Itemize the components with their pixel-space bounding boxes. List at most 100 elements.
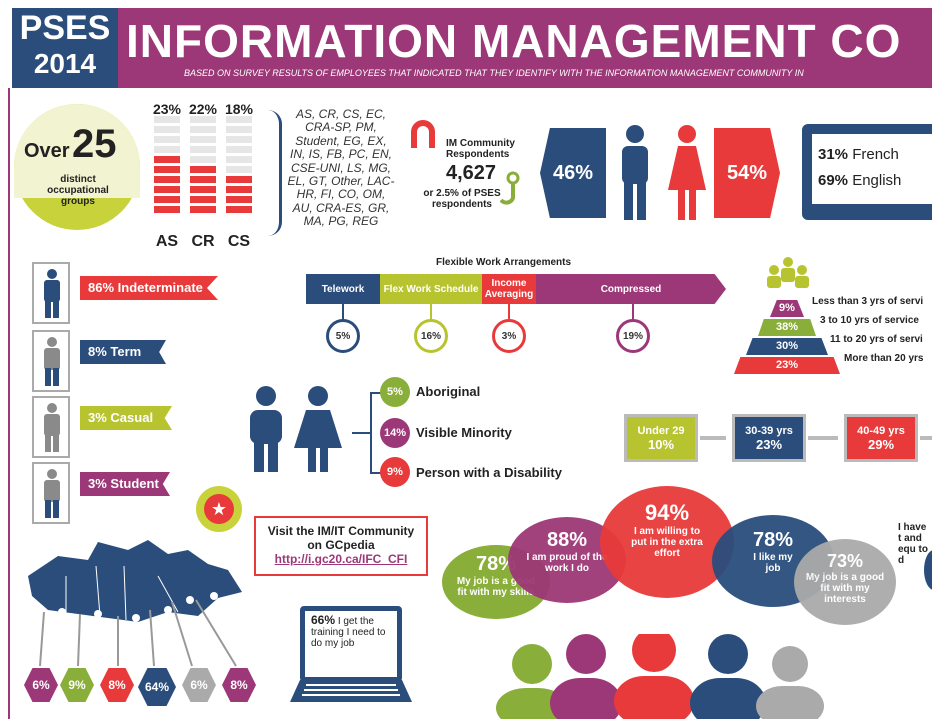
classification-brace xyxy=(268,110,282,236)
pses-label: PSES xyxy=(19,9,111,47)
magnet-icon xyxy=(406,118,440,152)
bar-segment-cr xyxy=(190,136,216,143)
tenure-figure-2 xyxy=(32,330,70,392)
outer-border xyxy=(8,88,932,719)
bar-label-as: 23% xyxy=(153,101,182,117)
bar-segment-as xyxy=(154,136,180,143)
fwa-flex: Flex Work Schedule xyxy=(380,274,482,304)
groups-text: distinct occupational groups xyxy=(47,174,109,207)
bar-segment-cs xyxy=(226,186,252,193)
bar-segment-cr xyxy=(190,166,216,173)
bubble-interests: 73% My job is a good fit with my interes… xyxy=(794,539,896,625)
service-label-2: 3 to 10 yrs of service xyxy=(820,315,919,326)
bar-segment-cs xyxy=(226,126,252,133)
bar-segment-cs xyxy=(226,146,252,153)
groups-number: 25 xyxy=(72,122,117,166)
male-icon xyxy=(622,125,648,220)
bar-segment-cs xyxy=(226,136,252,143)
laptop-keyboard xyxy=(290,680,412,702)
region-2: 9% xyxy=(60,668,94,702)
bar-category-cr: CR xyxy=(191,233,215,250)
respondents-count: 4,627 xyxy=(446,162,497,184)
bar-segment-as xyxy=(154,156,180,163)
fwa-compressed: Compressed xyxy=(536,274,726,304)
fwa-title: Flexible Work Arrangements xyxy=(436,257,572,268)
bar-category-cs: CS xyxy=(228,233,251,250)
tenure-figure-3 xyxy=(32,396,70,458)
pses-badge: PSES 2014 xyxy=(12,8,118,88)
bar-category-as: AS xyxy=(156,233,179,250)
gcpedia-box: Visit the IM/IT Community on GCpedia htt… xyxy=(254,516,428,576)
tenure-casual: 3% Casual xyxy=(80,406,172,430)
tenure-figure-4 xyxy=(32,462,70,524)
page-subtitle: BASED ON SURVEY RESULTS OF EMPLOYEES THA… xyxy=(184,68,804,78)
bar-segment-cr xyxy=(190,126,216,133)
page-title: INFORMATION MANAGEMENT CO xyxy=(126,15,902,67)
region-1: 6% xyxy=(24,668,58,702)
diversity-disability-pct: 9% xyxy=(380,457,410,487)
diversity-disability-label: Person with a Disability xyxy=(416,465,562,480)
bar-segment-cr xyxy=(190,116,216,123)
age-30-39: 30-39 yrs 23% xyxy=(732,414,806,462)
fwa-income-pct: 3% xyxy=(492,319,526,353)
bar-segment-as xyxy=(154,186,180,193)
bar-segment-as xyxy=(154,126,180,133)
bar-segment-cr xyxy=(190,206,216,213)
couple-icon xyxy=(250,386,342,472)
groups-circle: Over 25 distinct occupational groups xyxy=(14,104,140,230)
service-label-1: Less than 3 yrs of servi xyxy=(812,296,924,307)
language-monitor: 31% French 69% English xyxy=(802,124,932,220)
service-label-4: More than 20 yrs xyxy=(844,353,924,364)
year-label: 2014 xyxy=(33,48,97,79)
cut-text: I have t and equ to d xyxy=(898,522,928,566)
diversity-minority-pct: 14% xyxy=(380,418,410,448)
service-bar-4: 23% xyxy=(734,357,840,374)
tenure-figure-1 xyxy=(32,262,70,324)
female-pct-value: 54% xyxy=(726,161,768,184)
bar-segment-cs xyxy=(226,176,252,183)
bar-segment-cs xyxy=(226,116,252,123)
bar-segment-cs xyxy=(226,166,252,173)
canada-map xyxy=(28,540,242,622)
bar-label-cr: 22% xyxy=(189,101,218,117)
region-3: 8% xyxy=(100,668,134,702)
gcpedia-line2: on GCpedia xyxy=(307,538,375,552)
bar-segment-cr xyxy=(190,156,216,163)
training-pct: 66% xyxy=(311,613,336,627)
male-pct-value: 46% xyxy=(552,161,594,184)
english-pct: 69% xyxy=(818,172,849,189)
fwa-telework-pct: 5% xyxy=(326,319,360,353)
diversity-aboriginal-label: Aboriginal xyxy=(416,384,481,399)
tenure-student: 3% Student xyxy=(80,472,170,496)
bar-segment-as xyxy=(154,166,180,173)
star-badge: ★ xyxy=(196,486,242,532)
bubble-effort: 94% I am willing to put in the extra eff… xyxy=(600,486,734,598)
fwa-telework: Telework xyxy=(306,274,380,304)
bar-segment-cs xyxy=(226,196,252,203)
partial-circle xyxy=(924,550,932,590)
audience-icons xyxy=(496,634,824,719)
age-under-29: Under 29 10% xyxy=(624,414,698,462)
respondents-pct: or 2.5% of PSES respondents xyxy=(423,188,501,210)
region-5: 6% xyxy=(182,668,216,702)
bar-segment-as xyxy=(154,146,180,153)
bar-segment-cr xyxy=(190,176,216,183)
fwa-income: Income Averaging xyxy=(482,274,536,304)
diversity-aboriginal-pct: 5% xyxy=(380,377,410,407)
tenure-term: 8% Term xyxy=(80,340,166,364)
bar-segment-cr xyxy=(190,186,216,193)
training-text: I get the training I need to do my job xyxy=(311,616,386,649)
bar-segment-as xyxy=(154,206,180,213)
age-40-49: 40-49 yrs 29% xyxy=(844,414,918,462)
gcpedia-link[interactable]: http://i.gc20.ca/IFC_CFI xyxy=(274,552,408,566)
title-bar: INFORMATION MANAGEMENT CO BASED ON SURVE… xyxy=(118,8,932,88)
service-bar-1: 9% xyxy=(770,300,804,317)
region-connectors xyxy=(39,599,237,667)
fwa-compressed-pct: 19% xyxy=(616,319,650,353)
classification-list: AS, CR, CS, EC, CRA-SP, PM, Student, EG,… xyxy=(287,107,395,229)
bar-segment-cs xyxy=(226,156,252,163)
english-label: English xyxy=(852,172,902,189)
fwa-flex-pct: 16% xyxy=(414,319,448,353)
groups-over: Over xyxy=(24,140,70,162)
